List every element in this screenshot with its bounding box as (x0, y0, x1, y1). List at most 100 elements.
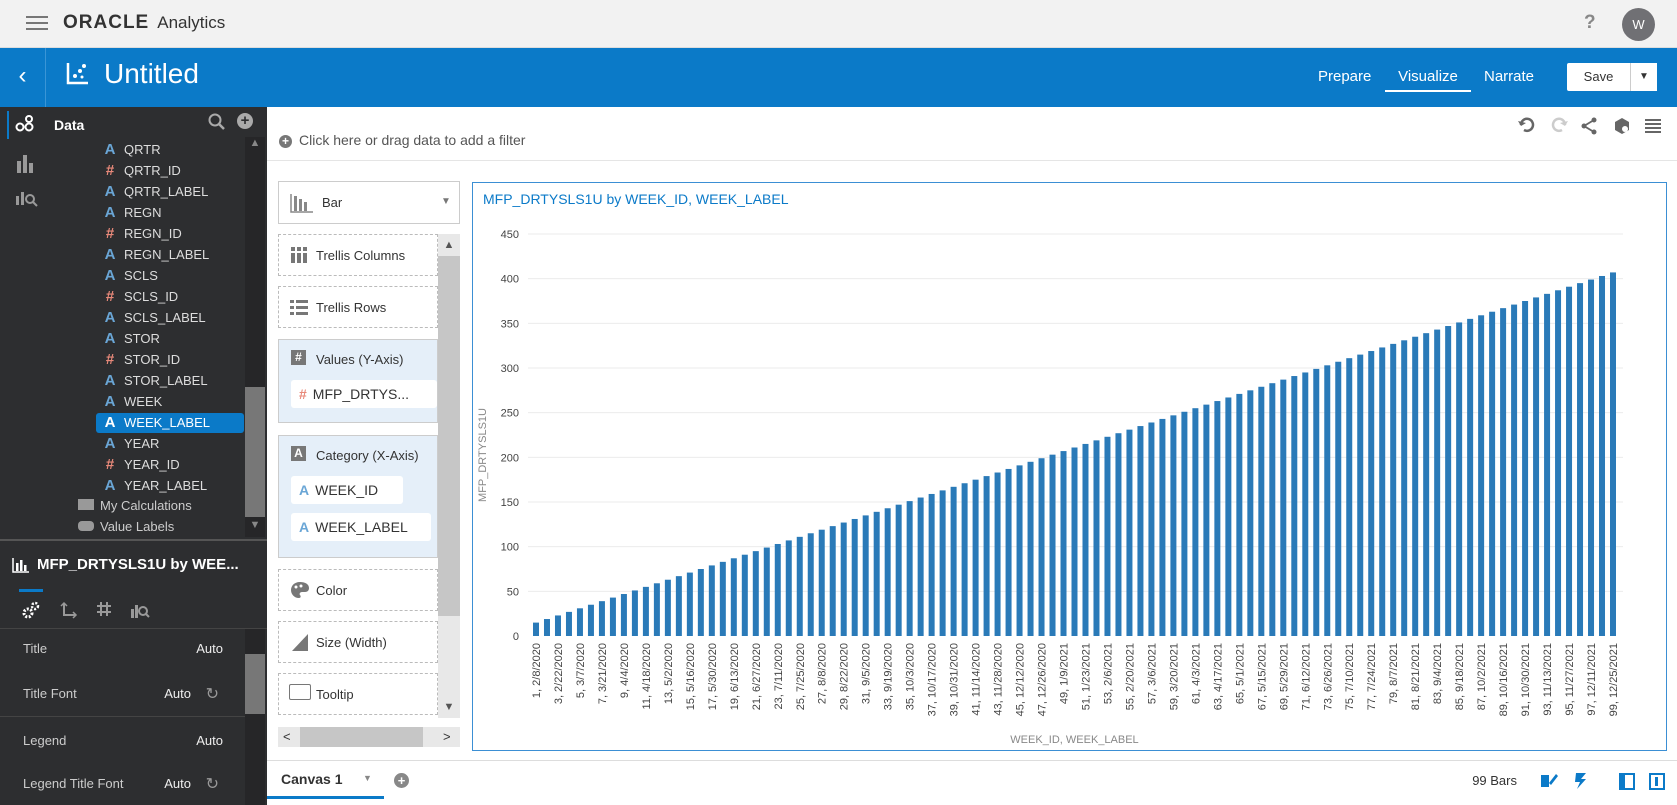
auto-apply-icon[interactable] (1573, 771, 1589, 791)
field-year-id[interactable]: # YEAR_ID (96, 455, 244, 475)
canvas-tab[interactable]: Canvas 1 ▼ (267, 761, 384, 799)
field-week-label[interactable]: A WEEK_LABEL (96, 413, 244, 433)
filter-bar[interactable]: + Click here or drag data to add a filte… (267, 107, 1677, 161)
analytics-tab-icon[interactable] (130, 601, 150, 619)
share-icon[interactable] (1580, 117, 1598, 135)
visualization-card[interactable]: MFP_DRTYSLS1U by WEEK_ID, WEEK_LABEL (472, 182, 1667, 751)
bar (884, 508, 891, 636)
scroll-down-icon[interactable]: ▼ (443, 701, 455, 713)
tab-prepare[interactable]: Prepare (1318, 68, 1372, 85)
redo-icon[interactable] (1550, 117, 1568, 133)
field-scls-label[interactable]: A SCLS_LABEL (96, 308, 244, 328)
values-dropzone[interactable]: # Values (Y-Axis) # MFP_DRTYS... (278, 339, 438, 423)
x-tick-label: 95, 11/27/2021 (1564, 643, 1576, 716)
folder-value-labels[interactable]: Value Labels (78, 519, 174, 534)
undo-icon[interactable] (1518, 117, 1536, 133)
tag-icon (78, 521, 94, 531)
field-year-label[interactable]: A YEAR_LABEL (96, 476, 244, 496)
color-dropzone[interactable]: Color (278, 569, 438, 611)
attribute-icon: A (291, 446, 306, 461)
bar (1269, 383, 1276, 636)
x-tick-label: 13, 5/2/2020 (663, 643, 675, 704)
scroll-left-icon[interactable]: < (283, 729, 291, 744)
field-regn-label[interactable]: A REGN_LABEL (96, 245, 244, 265)
axis-icon[interactable] (60, 601, 78, 619)
left-panel-toggle-icon[interactable] (1619, 773, 1635, 790)
field-qrtr[interactable]: A QRTR (96, 140, 244, 160)
field-qrtr-label[interactable]: A QRTR_LABEL (96, 182, 244, 202)
x-tick-label: 91, 10/30/2021 (1520, 643, 1532, 716)
bar (1291, 376, 1298, 636)
x-tick-label: 49, 1/9/2021 (1059, 643, 1071, 704)
category-dropzone[interactable]: A Category (X-Axis) A WEEK_ID A WEEK_LABEL (278, 435, 438, 558)
data-scrollbar[interactable]: ▲ ▼ (245, 137, 265, 537)
field-week[interactable]: A WEEK (96, 392, 244, 412)
avatar[interactable]: W (1622, 8, 1655, 41)
category-pill-week-id[interactable]: A WEEK_ID (291, 476, 403, 504)
field-regn[interactable]: A REGN (96, 203, 244, 223)
project-title[interactable]: Untitled (104, 58, 199, 89)
right-panel-toggle-icon[interactable] (1649, 773, 1665, 790)
save-button[interactable]: Save (1567, 63, 1630, 91)
field-year[interactable]: A YEAR (96, 434, 244, 454)
chart-type-select[interactable]: Bar ▼ (278, 181, 460, 224)
analytics-icon[interactable] (15, 187, 39, 207)
scroll-thumb[interactable] (245, 387, 265, 517)
scroll-up-icon[interactable]: ▲ (249, 137, 261, 149)
field-stor[interactable]: A STOR (96, 329, 244, 349)
save-dropdown-button[interactable]: ▼ (1630, 63, 1657, 91)
field-stor-label[interactable]: A STOR_LABEL (96, 371, 244, 391)
canvas-menu-icon[interactable]: ▼ (363, 773, 372, 783)
back-button[interactable]: ‹ (0, 48, 46, 107)
measure-pill[interactable]: # MFP_DRTYS... (291, 380, 437, 408)
property-value: Auto (196, 641, 223, 656)
field-label: SCLS_LABEL (124, 310, 206, 325)
properties-scrollbar[interactable] (245, 629, 265, 805)
values-icon[interactable] (96, 601, 112, 617)
add-data-icon[interactable]: + (237, 113, 253, 129)
trellis-rows-dropzone[interactable]: Trellis Rows (278, 286, 438, 328)
folder-my-calculations[interactable]: My Calculations (78, 498, 192, 513)
visualizations-icon[interactable] (16, 155, 36, 173)
help-icon[interactable]: ? (1584, 12, 1596, 33)
reset-icon[interactable]: ↻ (205, 776, 219, 793)
bar (576, 608, 583, 636)
grammar-vscrollbar[interactable]: ▲ ▼ (438, 234, 460, 718)
brush-icon[interactable] (1539, 771, 1559, 791)
category-pill-week-label[interactable]: A WEEK_LABEL (291, 513, 431, 541)
bar (1577, 283, 1584, 636)
x-tick-label: 47, 12/26/2020 (1037, 643, 1049, 716)
bar (895, 504, 902, 636)
field-stor-id[interactable]: # STOR_ID (96, 350, 244, 370)
scroll-up-icon[interactable]: ▲ (443, 239, 455, 251)
product-name: Analytics (157, 13, 226, 32)
field-scls[interactable]: A SCLS (96, 266, 244, 286)
trellis-columns-dropzone[interactable]: Trellis Columns (278, 234, 438, 276)
folder-label: My Calculations (100, 498, 192, 513)
pill-label: WEEK_ID (315, 482, 379, 498)
add-canvas-icon[interactable]: + (394, 773, 409, 788)
attribute-icon: A (104, 414, 116, 431)
field-label: REGN (124, 205, 162, 220)
tab-visualize[interactable]: Visualize (1385, 68, 1471, 92)
search-icon[interactable] (208, 113, 226, 131)
field-scls-id[interactable]: # SCLS_ID (96, 287, 244, 307)
bar (1060, 451, 1067, 636)
reset-icon[interactable]: ↻ (205, 686, 219, 703)
size-dropzone[interactable]: Size (Width) (278, 621, 438, 663)
scroll-right-icon[interactable]: > (443, 729, 451, 744)
tooltip-dropzone[interactable]: Tooltip (278, 673, 438, 715)
grammar-hscrollbar[interactable]: < > (278, 727, 460, 747)
field-regn-id[interactable]: # REGN_ID (96, 224, 244, 244)
general-settings-icon[interactable] (22, 601, 40, 619)
refresh-data-icon[interactable] (1613, 117, 1631, 135)
scroll-thumb[interactable] (300, 727, 423, 747)
menu-icon[interactable] (1644, 118, 1662, 134)
scroll-thumb[interactable] (438, 256, 460, 616)
field-qrtr-id[interactable]: # QRTR_ID (96, 161, 244, 181)
trellis-columns-icon (291, 247, 307, 263)
data-panel-icon[interactable] (15, 115, 35, 133)
scroll-down-icon[interactable]: ▼ (249, 519, 261, 531)
tab-narrate[interactable]: Narrate (1484, 68, 1535, 85)
hamburger-menu-icon[interactable] (26, 16, 48, 30)
